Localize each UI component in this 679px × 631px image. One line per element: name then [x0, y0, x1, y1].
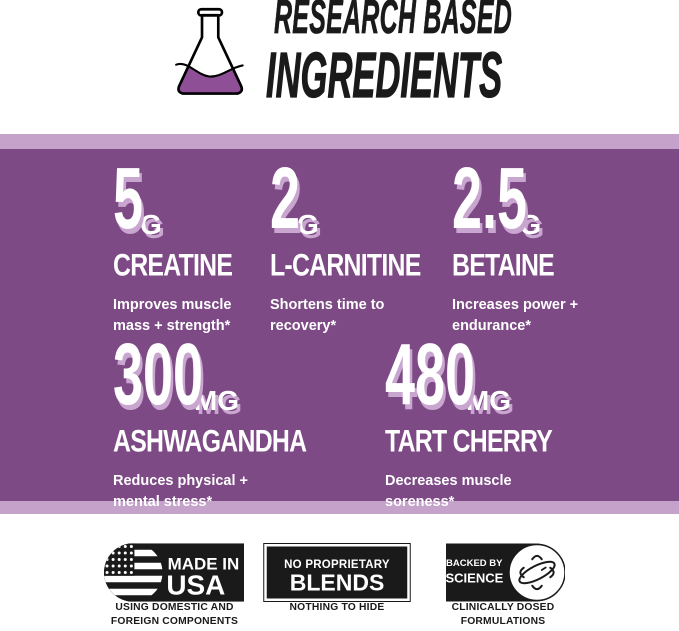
svg-text:SCIENCE: SCIENCE	[446, 571, 504, 586]
svg-text:BACKED BY: BACKED BY	[446, 558, 503, 569]
svg-text:NO PROPRIETARY: NO PROPRIETARY	[284, 559, 390, 571]
svg-text:BLENDS: BLENDS	[290, 570, 385, 596]
svg-text:USA: USA	[166, 569, 225, 600]
